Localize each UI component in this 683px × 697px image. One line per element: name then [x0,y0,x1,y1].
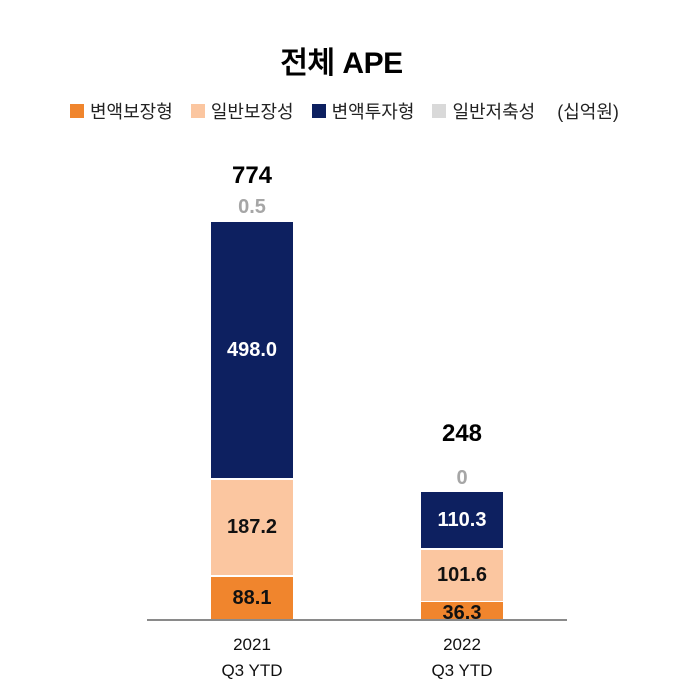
segment-value: 101.6 [436,564,488,586]
legend-item-variable-protection: 변액보장형 [70,98,173,124]
legend-label: 변액투자형 [331,102,415,122]
x-tick-year: 2022 [443,635,481,654]
segment-value: 110.3 [437,508,487,531]
legend-item-general-savings: 일반저축성 [432,98,535,124]
segment-value: 187.2 [226,516,278,538]
segment-variable-protection-2021: 88.1 [211,577,293,620]
bar-total-2021: 774 [231,162,273,189]
x-tick-label-2022: 2022 Q3 YTD [392,632,532,684]
x-tick-year: 2021 [233,635,271,654]
segment-variable-protection-2022: 36.3 [421,602,503,620]
bar-2021: 498.0 187.2 88.1 [211,222,293,620]
x-tick-label-2021: 2021 Q3 YTD [182,632,322,684]
unit-label: (십억원) [557,102,619,122]
legend-swatch-navy [311,104,326,118]
segment-value: 498.0 [226,338,278,361]
legend-swatch-gray [432,104,447,118]
legend-label: 일반저축성 [452,102,536,122]
segment-general-protection-2022: 101.6 [421,550,503,601]
segment-variable-investment-2022: 110.3 [421,492,503,548]
legend: 변액보장형 일반보장성 변액투자형 일반저축성 (십억원) [70,98,619,124]
x-axis-line [147,619,567,621]
bar-total-2022: 248 [441,420,483,447]
segment-label-savings-2021: 0.5 [238,196,266,218]
legend-label: 변액보장형 [90,102,173,122]
legend-label: 일반보장성 [210,102,294,122]
segment-value: 36.3 [442,602,482,620]
bar-2022: 110.3 101.6 36.3 [421,492,503,620]
legend-item-general-protection: 일반보장성 [190,98,294,124]
legend-item-variable-investment: 변액투자형 [311,98,415,124]
chart-title: 전체 APE [280,47,403,80]
segment-general-protection-2021: 187.2 [211,480,293,575]
segment-variable-investment-2021: 498.0 [211,222,293,478]
legend-swatch-orange [70,104,84,118]
legend-swatch-peach [190,104,205,118]
segment-label-savings-2022: 0 [456,467,468,489]
segment-value: 88.1 [232,587,272,609]
x-tick-period: Q3 YTD [221,661,283,680]
x-tick-period: Q3 YTD [431,661,493,680]
